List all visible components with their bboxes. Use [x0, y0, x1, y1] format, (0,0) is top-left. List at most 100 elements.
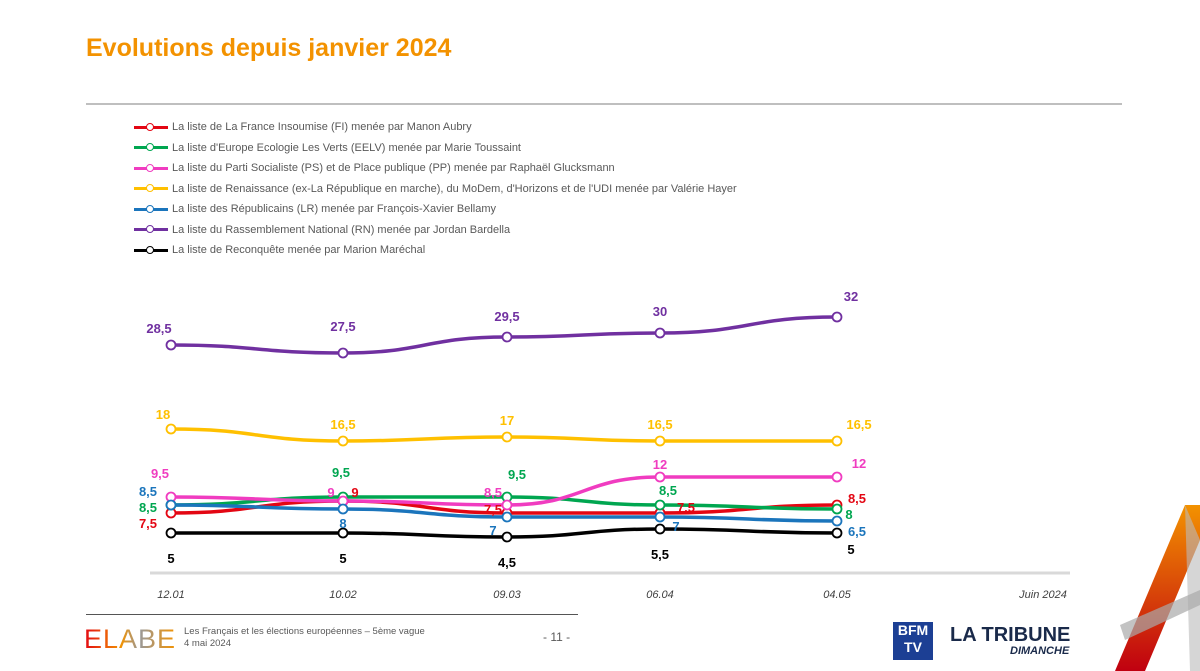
data-label: 12: [653, 457, 667, 472]
legend-label: La liste du Parti Socialiste (PS) et de …: [172, 162, 615, 175]
data-label: 9,5: [151, 466, 169, 481]
x-tick-label: 04.05: [823, 589, 851, 601]
legend-label: La liste d'Europe Ecologie Les Verts (EE…: [172, 141, 521, 154]
data-label: 7: [489, 523, 496, 538]
data-label: 28,5: [146, 321, 171, 336]
data-point: [831, 435, 843, 447]
data-label: 9,5: [332, 465, 350, 480]
legend-item: La liste des Républicains (LR) menée par…: [134, 199, 737, 220]
bfmtv-logo: BFM TV: [893, 622, 933, 660]
data-point: [501, 431, 513, 443]
divider: [86, 103, 1122, 105]
data-label: 12: [852, 456, 866, 471]
data-label: 16,5: [846, 417, 871, 432]
data-point: [337, 347, 349, 359]
data-label: 8,5: [139, 500, 157, 515]
legend-label: La liste de La France Insoumise (FI) men…: [172, 121, 472, 134]
data-label: 16,5: [647, 417, 672, 432]
legend-item: La liste de Renaissance (ex-La Républiqu…: [134, 179, 737, 200]
data-point: [337, 527, 349, 539]
page-number: - 11 -: [543, 630, 571, 644]
chart-legend: La liste de La France Insoumise (FI) men…: [134, 117, 737, 261]
data-label: 30: [653, 304, 667, 319]
legend-swatch: [134, 143, 168, 152]
data-point: [165, 499, 177, 511]
data-point: [501, 331, 513, 343]
legend-label: La liste de Reconquête menée par Marion …: [172, 244, 426, 257]
data-label: 7,5: [139, 516, 157, 531]
data-label: 8,5: [659, 483, 677, 498]
data-point: [654, 511, 666, 523]
footer-divider: [86, 614, 578, 615]
data-label: 27,5: [330, 319, 355, 334]
data-label: 16,5: [330, 417, 355, 432]
data-label: 8: [845, 507, 852, 522]
data-point: [831, 311, 843, 323]
data-point: [654, 327, 666, 339]
data-point: [654, 435, 666, 447]
data-point: [831, 527, 843, 539]
data-label: 9,5: [508, 467, 526, 482]
elabe-logo: ELABE: [84, 624, 177, 654]
legend-swatch: [134, 184, 168, 193]
data-point: [654, 471, 666, 483]
data-point: [654, 499, 666, 511]
data-label: 7: [672, 519, 679, 534]
data-label: 7,5: [677, 500, 695, 515]
data-label: 6,5: [848, 524, 866, 539]
x-tick-label: Juin 2024: [1018, 589, 1067, 601]
data-label: 9: [327, 485, 334, 500]
data-label: 8: [339, 516, 346, 531]
data-label: 18: [156, 407, 170, 422]
data-label: 8,5: [484, 485, 502, 500]
data-point: [337, 435, 349, 447]
legend-item: La liste d'Europe Ecologie Les Verts (EE…: [134, 138, 737, 159]
data-label: 17: [500, 413, 514, 428]
legend-label: La liste du Rassemblement National (RN) …: [172, 223, 511, 236]
data-point: [501, 531, 513, 543]
page-title: Evolutions depuis janvier 2024: [86, 34, 452, 62]
legend-item: La liste du Parti Socialiste (PS) et de …: [134, 158, 737, 179]
data-point: [165, 527, 177, 539]
data-point: [501, 511, 513, 523]
legend-swatch: [134, 163, 168, 172]
x-tick-label: 09.03: [493, 589, 521, 601]
data-label: 8,5: [139, 484, 157, 499]
data-label: 29,5: [494, 309, 519, 324]
data-label: 8,5: [848, 491, 866, 506]
legend-label: La liste des Républicains (LR) menée par…: [172, 203, 497, 216]
study-title: Les Français et les élections européenne…: [184, 626, 425, 637]
data-label: 32: [844, 289, 858, 304]
data-point: [831, 471, 843, 483]
latribune-sub: DIMANCHE: [1010, 645, 1070, 657]
legend-swatch: [134, 245, 168, 254]
data-point: [831, 515, 843, 527]
legend-swatch: [134, 204, 168, 213]
legend-swatch: [134, 225, 168, 234]
data-label: 5: [847, 542, 854, 557]
legend-item: La liste de Reconquête menée par Marion …: [134, 240, 737, 261]
data-point: [165, 423, 177, 435]
x-tick-label: 12.01: [157, 589, 185, 601]
x-tick-label: 10.02: [329, 589, 357, 601]
data-point: [501, 499, 513, 511]
legend-swatch: [134, 122, 168, 131]
data-label: 7,5: [484, 502, 502, 517]
latribune-logo: LA TRIBUNE: [950, 624, 1071, 646]
footer-text: Les Français et les élections européenne…: [184, 626, 425, 650]
x-tick-label: 06.04: [646, 589, 674, 601]
legend-item: La liste de La France Insoumise (FI) men…: [134, 117, 737, 138]
data-point: [165, 339, 177, 351]
data-label: 4,5: [498, 555, 516, 570]
data-point: [831, 503, 843, 515]
data-label: 5: [339, 551, 346, 566]
data-label: 9: [351, 485, 358, 500]
legend-item: La liste du Rassemblement National (RN) …: [134, 220, 737, 241]
data-label: 5: [167, 551, 174, 566]
data-label: 5,5: [651, 547, 669, 562]
legend-label: La liste de Renaissance (ex-La Républiqu…: [172, 182, 737, 195]
data-point: [337, 503, 349, 515]
data-point: [654, 523, 666, 535]
study-date: 4 mai 2024: [184, 638, 232, 649]
